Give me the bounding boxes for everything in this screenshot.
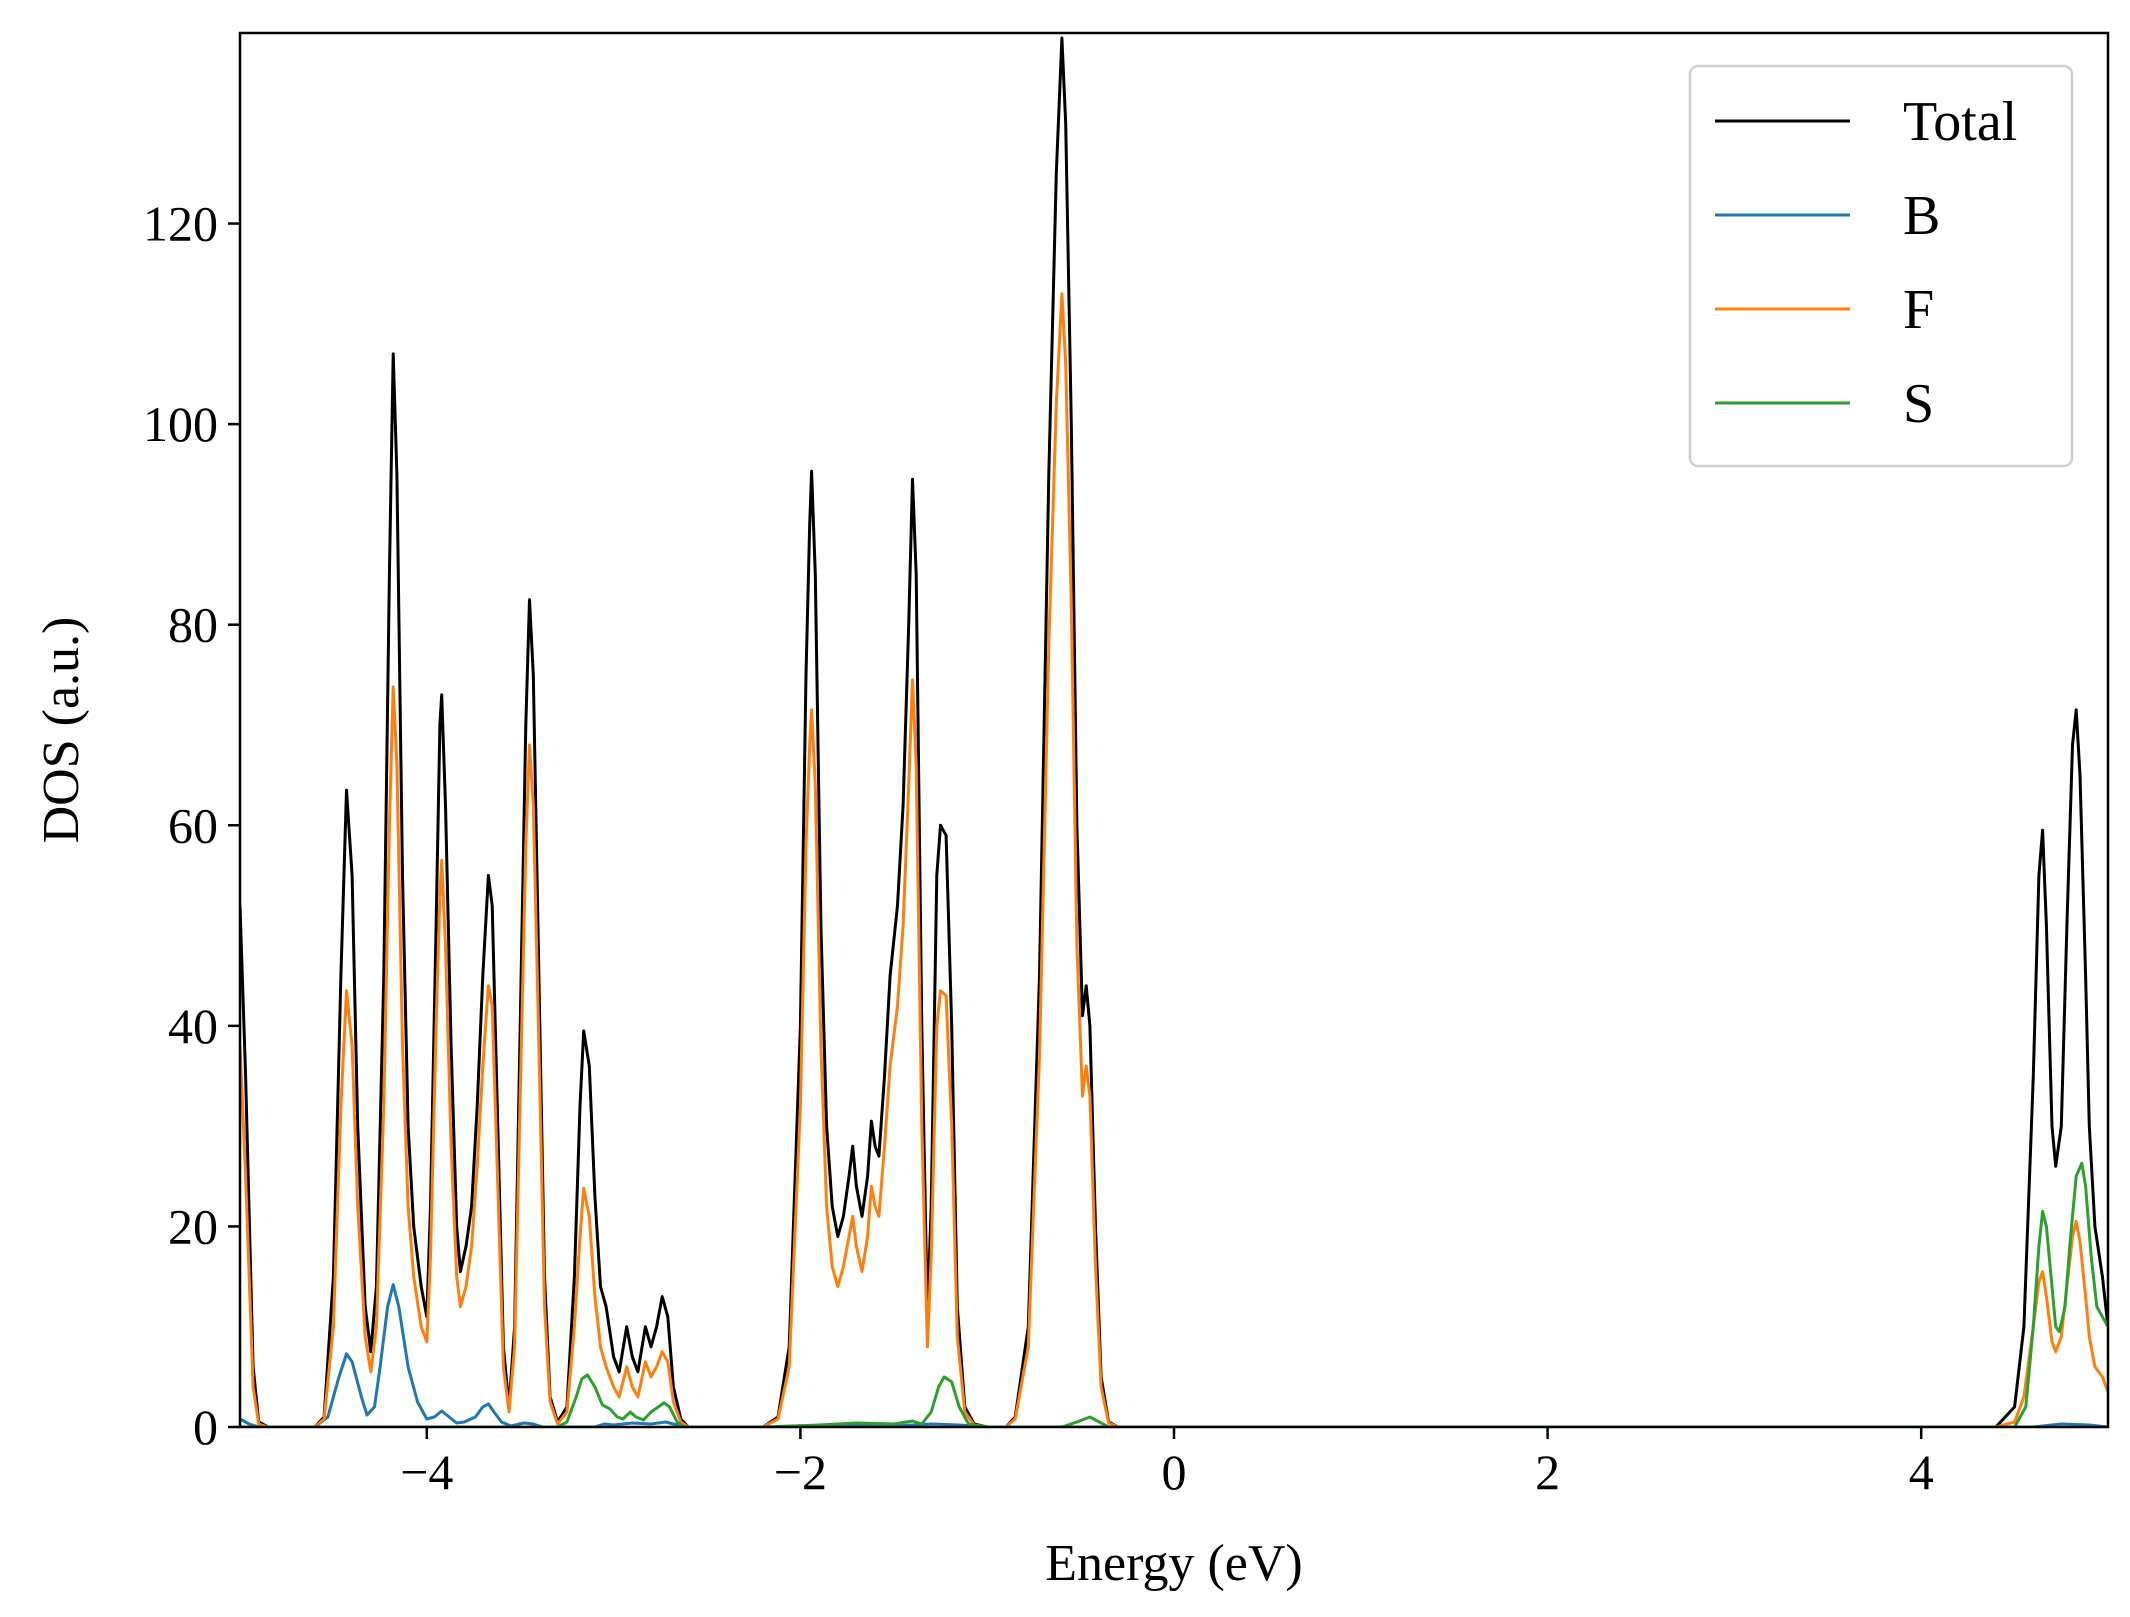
y-axis-title: DOS (a.u.) <box>33 617 90 844</box>
series-line-s <box>240 1161 2108 1427</box>
x-tick-label: −2 <box>774 1444 827 1500</box>
y-tick-label: 0 <box>193 1399 218 1455</box>
legend-label-f: F <box>1903 279 1934 341</box>
x-axis: −4 −2 0 2 4 <box>400 1427 1934 1500</box>
y-tick-label: 20 <box>168 1198 218 1254</box>
legend-label-total: Total <box>1903 91 2017 153</box>
legend-label-b: B <box>1903 185 1940 247</box>
y-tick-label: 40 <box>168 998 218 1054</box>
x-axis-title: Energy (eV) <box>1045 1535 1303 1592</box>
series-layer <box>240 36 2108 1427</box>
series-line-b <box>240 1283 2108 1427</box>
x-tick-label: 0 <box>1162 1444 1187 1500</box>
legend: Total BFS <box>1688 64 2074 468</box>
legend-box <box>1688 64 2074 468</box>
x-tick-label: 2 <box>1535 1444 1560 1500</box>
legend-label-s: S <box>1903 373 1934 435</box>
y-tick-label: 120 <box>143 196 218 252</box>
y-axis: 0 20 40 60 80 100 120 <box>143 196 240 1455</box>
x-tick-label: −4 <box>400 1444 453 1500</box>
y-tick-label: 80 <box>168 597 218 653</box>
y-tick-label: 60 <box>168 797 218 853</box>
series-line-f <box>240 292 2108 1427</box>
y-tick-label: 100 <box>143 396 218 452</box>
x-tick-label: 4 <box>1909 1444 1934 1500</box>
